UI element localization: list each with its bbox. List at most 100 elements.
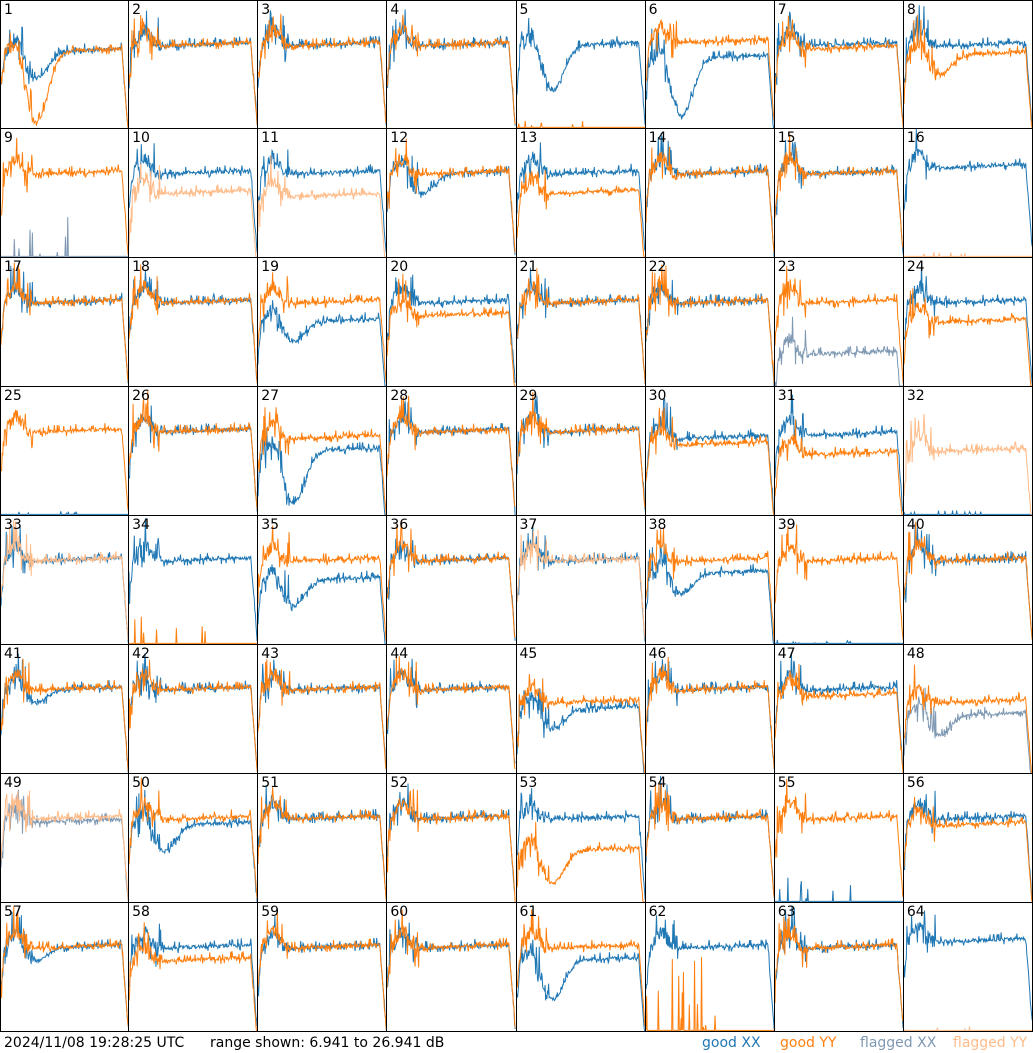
xx-trace bbox=[646, 29, 774, 128]
antenna-panel-49: 49 bbox=[0, 774, 130, 903]
yy-trace bbox=[904, 252, 1032, 256]
panel-plot bbox=[1, 903, 128, 1031]
xx-trace bbox=[775, 317, 903, 386]
panel-plot bbox=[646, 903, 774, 1031]
panel-plot bbox=[387, 903, 515, 1031]
antenna-panel-27: 27 bbox=[258, 387, 388, 516]
panel-plot bbox=[775, 258, 903, 386]
yy-trace bbox=[258, 526, 386, 642]
antenna-label: 43 bbox=[261, 646, 280, 662]
xx-trace bbox=[1, 511, 128, 514]
xx-trace bbox=[646, 133, 774, 257]
yy-trace bbox=[517, 268, 645, 383]
antenna-label: 40 bbox=[906, 517, 925, 533]
yy-trace bbox=[904, 15, 1032, 128]
antenna-panel-10: 10 bbox=[129, 129, 259, 258]
yy-trace bbox=[387, 396, 515, 507]
antenna-label: 29 bbox=[519, 388, 538, 404]
antenna-panel-21: 21 bbox=[516, 258, 646, 387]
antenna-label: 52 bbox=[390, 775, 409, 791]
panel-plot bbox=[129, 258, 257, 386]
antenna-panel-6: 6 bbox=[645, 0, 775, 129]
antenna-label: 26 bbox=[132, 388, 150, 404]
antenna-label: 16 bbox=[906, 130, 925, 146]
xx-trace bbox=[775, 395, 903, 511]
antenna-label: 51 bbox=[261, 775, 280, 791]
range-text: range shown: 6.941 to 26.941 dB bbox=[210, 1035, 445, 1051]
panel-plot bbox=[1, 516, 128, 644]
xx-trace bbox=[775, 640, 903, 644]
yy-trace bbox=[517, 674, 645, 773]
antenna-label: 6 bbox=[648, 2, 658, 18]
yy-trace bbox=[1, 791, 128, 900]
antenna-panel-30: 30 bbox=[645, 387, 775, 516]
yy-trace bbox=[775, 525, 903, 640]
legend-flagged-yy: flagged YY bbox=[953, 1035, 1028, 1051]
xx-trace bbox=[775, 140, 903, 254]
xx-trace bbox=[517, 142, 645, 251]
panel-plot bbox=[129, 387, 257, 515]
antenna-panel-23: 23 bbox=[774, 258, 904, 387]
antenna-panel-51: 51 bbox=[258, 774, 388, 903]
yy-trace bbox=[646, 957, 774, 1030]
antenna-label: 61 bbox=[519, 904, 538, 920]
panel-plot bbox=[904, 129, 1032, 257]
xx-trace bbox=[387, 539, 515, 641]
antenna-panel-56: 56 bbox=[903, 774, 1033, 903]
antenna-label: 21 bbox=[519, 259, 538, 275]
antenna-panel-25: 25 bbox=[0, 387, 130, 516]
panel-plot bbox=[1, 1, 128, 128]
yy-trace bbox=[517, 822, 645, 902]
antenna-label: 36 bbox=[390, 517, 409, 533]
antenna-panel-14: 14 bbox=[645, 129, 775, 258]
antenna-label: 8 bbox=[906, 2, 916, 18]
antenna-label: 37 bbox=[519, 517, 538, 533]
antenna-label: 19 bbox=[261, 259, 280, 275]
legend-good-xx: good XX bbox=[702, 1035, 761, 1051]
antenna-panel-4: 4 bbox=[387, 0, 517, 129]
antenna-panel-39: 39 bbox=[774, 516, 904, 645]
antenna-panel-16: 16 bbox=[903, 129, 1033, 258]
yy-trace bbox=[258, 659, 386, 770]
yy-trace bbox=[387, 789, 515, 902]
panel-plot bbox=[129, 645, 257, 773]
xx-trace bbox=[258, 660, 386, 770]
panel-plot bbox=[517, 387, 645, 515]
yy-trace bbox=[258, 155, 386, 257]
xx-trace bbox=[646, 915, 774, 1029]
panel-plot bbox=[517, 903, 645, 1031]
yy-trace bbox=[129, 15, 257, 125]
yy-trace bbox=[1, 263, 128, 382]
antenna-label: 24 bbox=[906, 259, 925, 275]
antenna-panel-32: 32 bbox=[903, 387, 1033, 516]
xx-trace bbox=[1, 27, 128, 128]
antenna-label: 23 bbox=[777, 259, 796, 275]
xx-trace bbox=[904, 524, 1032, 640]
xx-trace bbox=[517, 688, 645, 773]
antenna-label: 14 bbox=[648, 130, 667, 146]
antenna-label: 18 bbox=[132, 259, 150, 275]
yy-trace bbox=[775, 916, 903, 1021]
yy-trace bbox=[517, 121, 645, 128]
antenna-label: 12 bbox=[390, 130, 409, 146]
xx-trace bbox=[387, 275, 515, 383]
yy-trace bbox=[258, 912, 386, 1029]
xx-trace bbox=[387, 784, 515, 893]
panel-plot bbox=[387, 129, 515, 257]
antenna-panel-46: 46 bbox=[645, 645, 775, 774]
yy-trace bbox=[646, 408, 774, 516]
panel-plot bbox=[258, 903, 386, 1031]
xx-trace bbox=[904, 5, 1032, 123]
antenna-label: 27 bbox=[261, 388, 280, 404]
panel-plot bbox=[517, 1, 645, 128]
panel-plot bbox=[646, 387, 774, 515]
panel-plot bbox=[129, 129, 257, 257]
xx-trace bbox=[517, 940, 645, 1032]
antenna-panel-57: 57 bbox=[0, 903, 130, 1032]
panel-plot bbox=[646, 258, 774, 386]
antenna-label: 53 bbox=[519, 775, 538, 791]
yy-trace bbox=[775, 16, 903, 128]
yy-trace bbox=[904, 1027, 1032, 1031]
xx-trace bbox=[1, 526, 128, 643]
